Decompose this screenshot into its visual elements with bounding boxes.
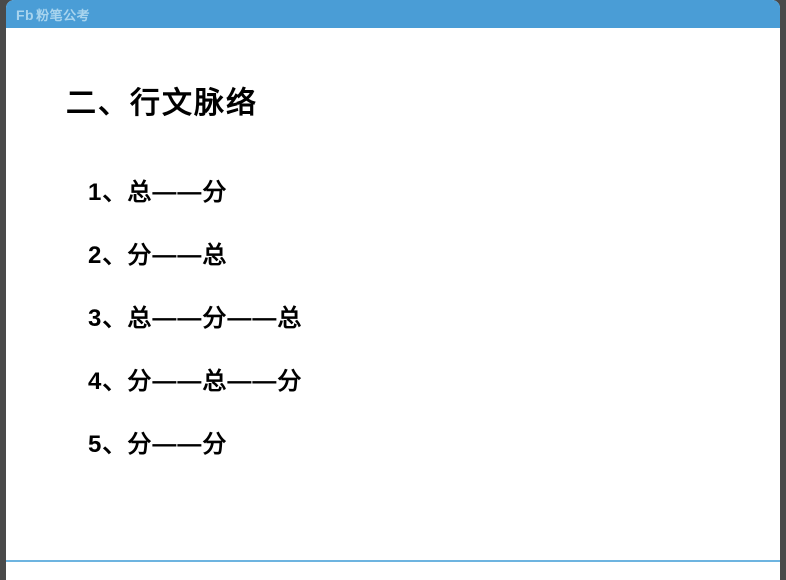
- content-area: 二、行文脉络 1、总——分 2、分——总 3、总——分——总 4、分——总——分…: [6, 28, 780, 548]
- list-item: 3、总——分——总: [88, 298, 720, 333]
- list-items: 1、总——分 2、分——总 3、总——分——总 4、分——总——分 5、分——分: [66, 172, 720, 459]
- brand-logo: Fb粉笔公考: [16, 5, 90, 24]
- bottom-divider: [6, 560, 780, 562]
- section-title: 二、行文脉络: [66, 78, 720, 122]
- header-bar: Fb粉笔公考: [6, 0, 780, 28]
- list-item: 5、分——分: [88, 424, 720, 459]
- list-item: 4、分——总——分: [88, 361, 720, 396]
- logo-text: 粉笔公考: [36, 8, 90, 23]
- page-container: Fb粉笔公考 二、行文脉络 1、总——分 2、分——总 3、总——分——总 4、…: [6, 0, 780, 580]
- list-item: 1、总——分: [88, 172, 720, 207]
- logo-icon: Fb: [16, 7, 34, 23]
- list-item: 2、分——总: [88, 235, 720, 270]
